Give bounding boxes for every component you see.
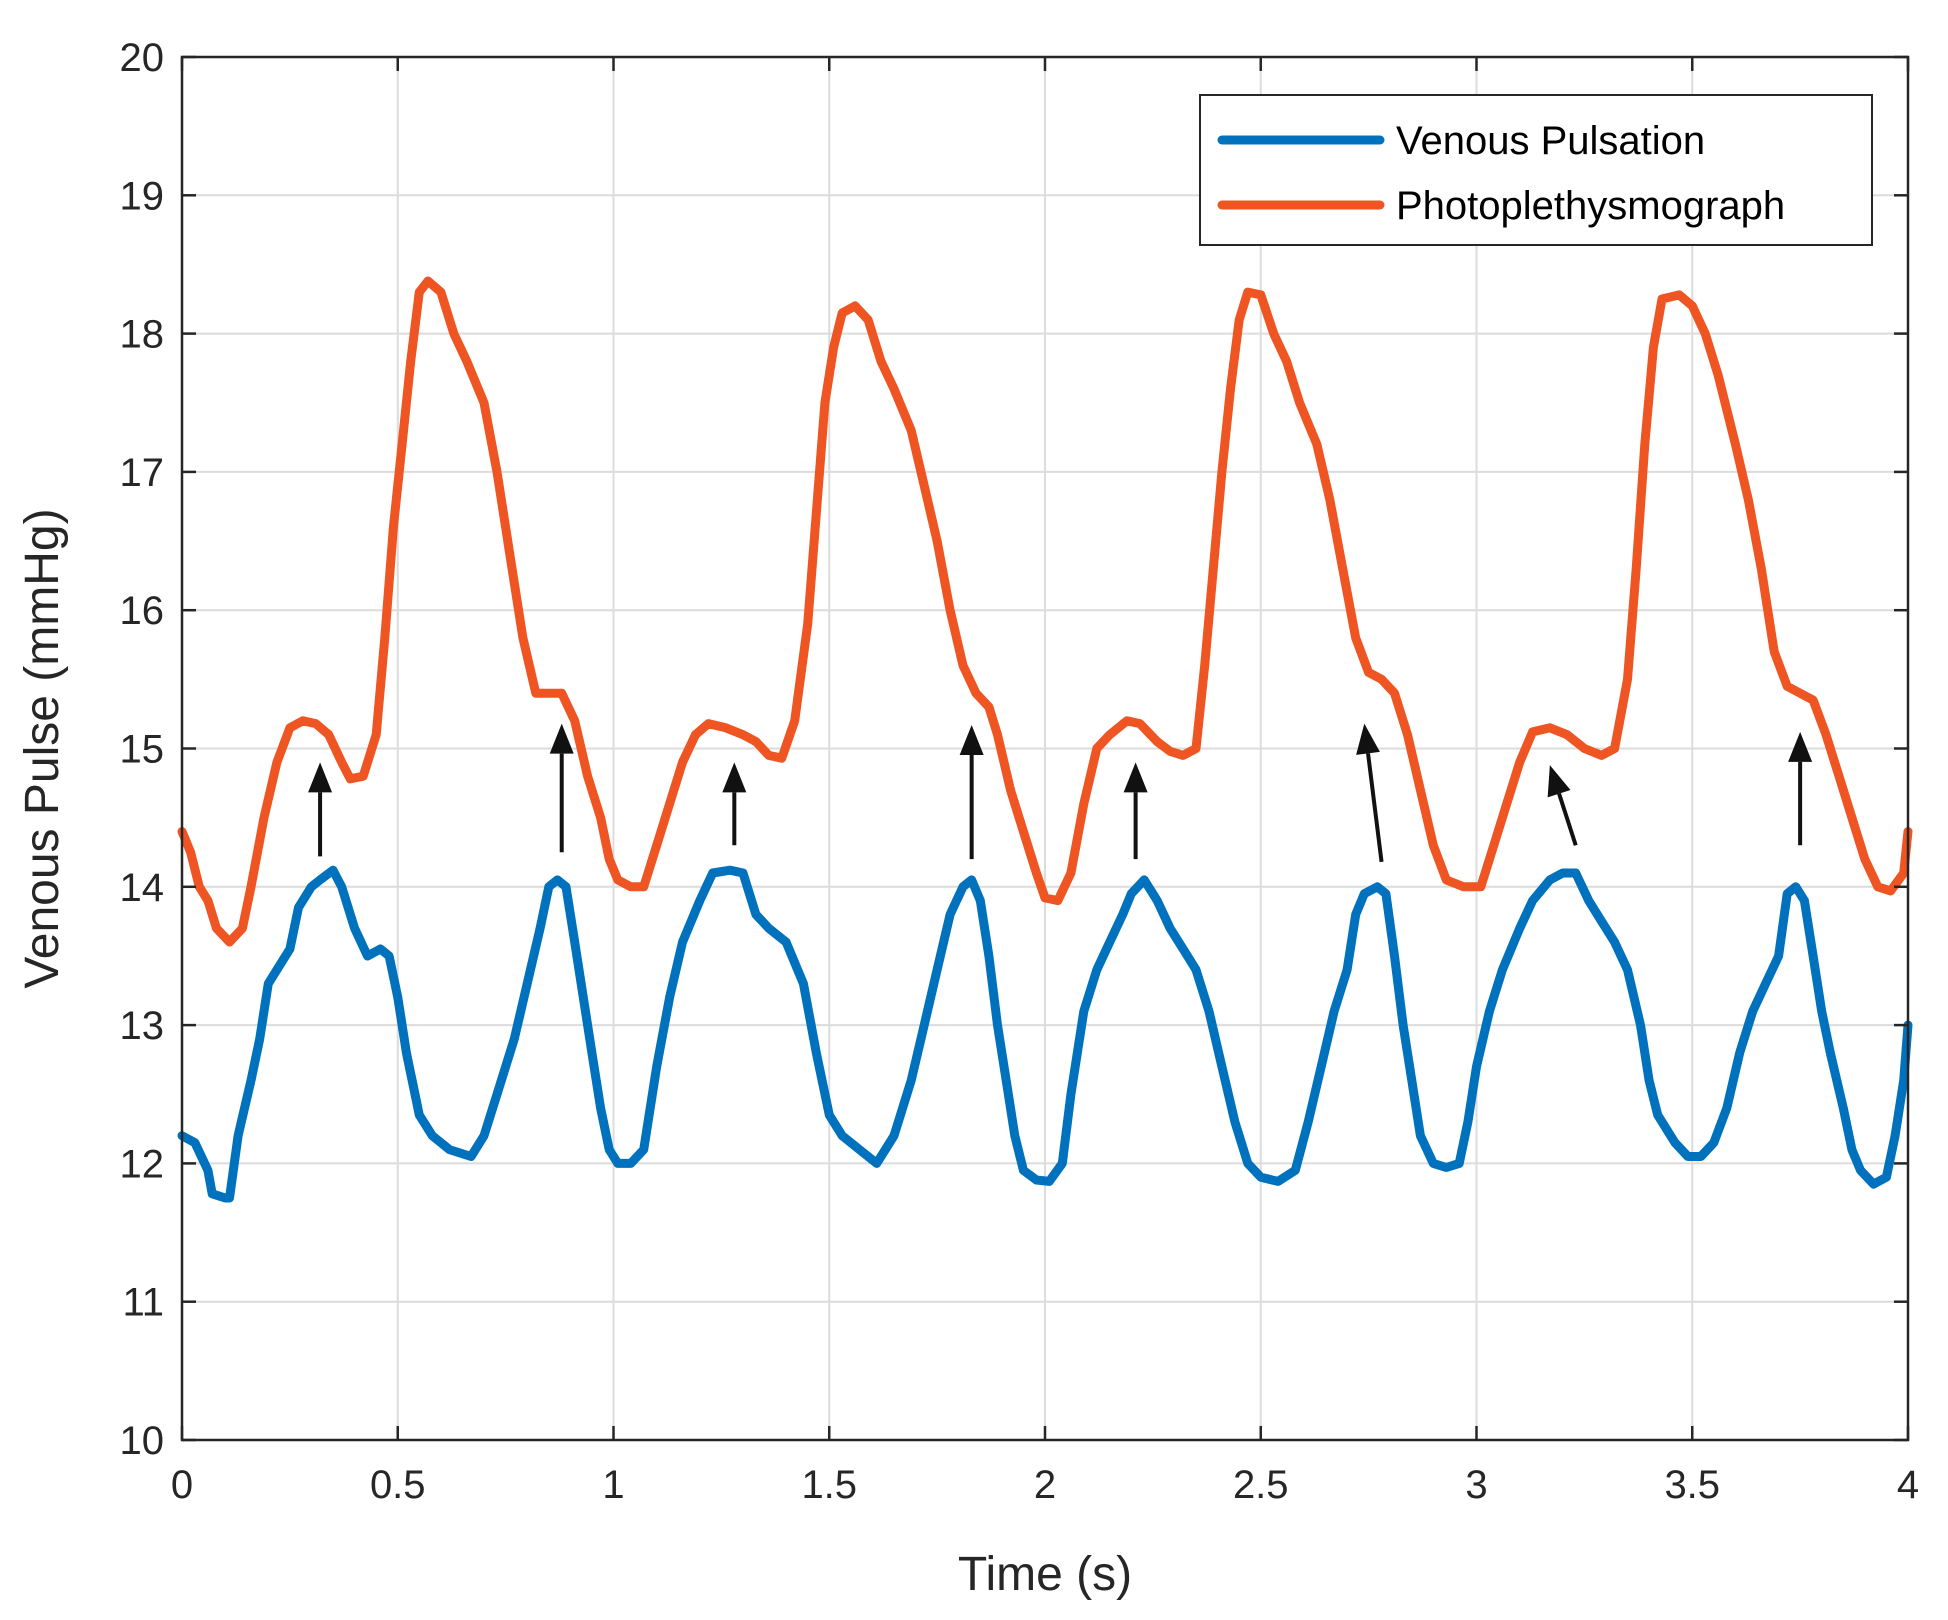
annotation-arrow-head — [1547, 765, 1571, 798]
annotation-arrow-head — [549, 723, 574, 754]
y-tick-label: 16 — [120, 589, 165, 633]
legend: Venous Pulsation Photoplethysmograph — [1199, 94, 1873, 246]
x-tick-label: 0 — [171, 1463, 193, 1507]
annotation-arrow-shaft — [1366, 753, 1384, 863]
x-axis-title: Time (s) — [958, 1548, 1132, 1601]
legend-box — [1199, 94, 1873, 246]
y-tick-label: 12 — [120, 1142, 165, 1186]
annotation-arrow-head — [308, 762, 333, 793]
y-tick-label: 15 — [120, 728, 165, 772]
y-tick-label: 13 — [120, 1004, 165, 1048]
x-tick-label: 3 — [1465, 1463, 1487, 1507]
series-line-venous-pulsation — [177, 865, 1913, 1203]
y-tick-label: 10 — [120, 1419, 165, 1463]
x-tick-label: 4 — [1897, 1463, 1919, 1507]
annotation-arrow-head — [959, 724, 984, 755]
x-tick-label: 1.5 — [801, 1463, 857, 1507]
y-tick-label: 17 — [120, 451, 165, 495]
y-axis-title: Venous Pulse (mmHg) — [16, 508, 69, 988]
axis-ticks — [180, 55, 1910, 1442]
series-line-photoplethysmograph — [177, 276, 1913, 947]
legend-label-photoplethysmograph: Photoplethysmograph — [1396, 184, 1785, 228]
annotation-arrow-head — [1123, 762, 1148, 793]
y-tick-label: 14 — [120, 866, 165, 910]
x-tick-label: 1 — [602, 1463, 624, 1507]
series-group — [177, 276, 1913, 1203]
y-tick-label: 19 — [120, 174, 165, 218]
annotation-arrow-head — [1356, 723, 1380, 755]
y-tick-labels: 10 11 12 13 14 15 16 17 18 19 20 — [120, 36, 165, 1463]
x-tick-label: 2 — [1034, 1463, 1056, 1507]
y-tick-label: 20 — [120, 36, 165, 80]
y-tick-label: 18 — [120, 313, 165, 357]
legend-label-venous-pulsation: Venous Pulsation — [1396, 119, 1705, 163]
annotation-arrow-head — [722, 762, 747, 793]
annotation-arrows — [308, 723, 1813, 863]
x-tick-label: 3.5 — [1664, 1463, 1720, 1507]
x-tick-label: 2.5 — [1233, 1463, 1289, 1507]
y-tick-label: 11 — [122, 1281, 164, 1325]
x-tick-label: 0.5 — [370, 1463, 426, 1507]
x-tick-labels: 0 0.5 1 1.5 2 2.5 3 3.5 4 — [171, 1463, 1919, 1507]
annotation-arrow-head — [1788, 731, 1813, 762]
annotation-arrow-shaft — [1557, 793, 1578, 846]
